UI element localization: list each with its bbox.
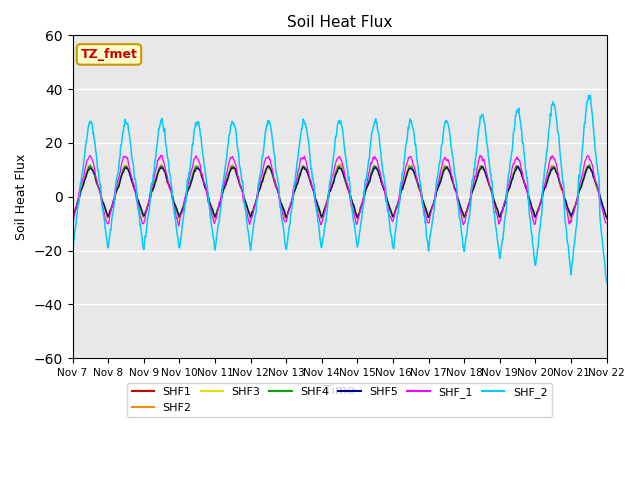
SHF3 — [68, 213, 76, 219]
SHF_2 — [68, 246, 76, 252]
SHF2 — [320, 208, 328, 214]
SHF4 — [430, 201, 438, 206]
SHF2 — [430, 200, 438, 205]
SHF_1 — [490, 202, 497, 208]
SHF4 — [317, 216, 325, 222]
SHF2 — [602, 213, 610, 218]
SHF1 — [319, 210, 327, 216]
SHF_2 — [490, 204, 497, 210]
Line: SHF5: SHF5 — [72, 166, 607, 217]
SHF_2 — [586, 93, 594, 98]
Line: SHF_1: SHF_1 — [72, 156, 607, 226]
SHF_2 — [460, 244, 467, 250]
SHF_2 — [429, 210, 437, 216]
SHF2 — [337, 161, 344, 167]
SHF3 — [430, 200, 438, 206]
SHF1 — [603, 216, 611, 221]
SHF2 — [282, 216, 289, 222]
SHF4 — [320, 209, 328, 215]
SHF4 — [164, 181, 172, 187]
SHF_1 — [164, 181, 172, 187]
SHF1 — [429, 201, 437, 207]
SHF5 — [320, 210, 328, 216]
SHF1 — [490, 197, 497, 203]
SHF3 — [320, 209, 328, 215]
SHF1 — [550, 163, 558, 169]
SHF4 — [602, 214, 610, 220]
SHF3 — [490, 194, 497, 200]
SHF4 — [460, 212, 467, 217]
Line: SHF4: SHF4 — [72, 165, 607, 219]
SHF5 — [490, 196, 497, 202]
Line: SHF2: SHF2 — [72, 164, 607, 219]
Title: Soil Heat Flux: Soil Heat Flux — [287, 15, 392, 30]
Line: SHF1: SHF1 — [72, 166, 607, 218]
SHF_1 — [175, 223, 182, 229]
SHF_1 — [460, 222, 467, 228]
SHF4 — [603, 216, 611, 221]
SHF_2 — [602, 274, 610, 280]
SHF5 — [164, 180, 172, 186]
X-axis label: Time: Time — [324, 384, 355, 396]
SHF3 — [140, 215, 148, 220]
SHF_1 — [157, 153, 164, 158]
SHF3 — [514, 164, 522, 170]
SHF2 — [164, 182, 172, 188]
SHF_1 — [320, 212, 328, 218]
SHF_2 — [319, 234, 327, 240]
SHF3 — [460, 211, 467, 216]
SHF1 — [460, 211, 467, 217]
SHF3 — [602, 211, 610, 217]
SHF_2 — [164, 159, 172, 165]
SHF4 — [586, 162, 593, 168]
SHF2 — [603, 213, 611, 218]
Text: TZ_fmet: TZ_fmet — [81, 48, 138, 61]
SHF2 — [490, 199, 497, 204]
SHF5 — [460, 212, 467, 217]
SHF_1 — [602, 220, 610, 226]
SHF3 — [164, 180, 172, 186]
SHF5 — [430, 200, 438, 205]
SHF_1 — [68, 217, 76, 223]
SHF5 — [68, 215, 76, 220]
SHF2 — [460, 214, 467, 220]
SHF5 — [265, 163, 273, 169]
SHF4 — [68, 212, 76, 218]
Legend: SHF1, SHF2, SHF3, SHF4, SHF5, SHF_1, SHF_2: SHF1, SHF2, SHF3, SHF4, SHF5, SHF_1, SHF… — [127, 383, 552, 417]
SHF2 — [68, 216, 76, 221]
SHF_1 — [603, 220, 611, 226]
Line: SHF3: SHF3 — [72, 167, 607, 217]
SHF4 — [490, 197, 497, 203]
Line: SHF_2: SHF_2 — [72, 96, 607, 283]
SHF_2 — [603, 280, 611, 286]
SHF5 — [602, 213, 610, 219]
SHF5 — [603, 214, 611, 220]
SHF3 — [603, 211, 611, 217]
SHF5 — [354, 215, 362, 220]
SHF1 — [68, 215, 76, 220]
SHF1 — [164, 182, 172, 188]
Y-axis label: Soil Heat Flux: Soil Heat Flux — [15, 154, 28, 240]
SHF1 — [602, 214, 610, 219]
SHF_1 — [430, 200, 438, 206]
